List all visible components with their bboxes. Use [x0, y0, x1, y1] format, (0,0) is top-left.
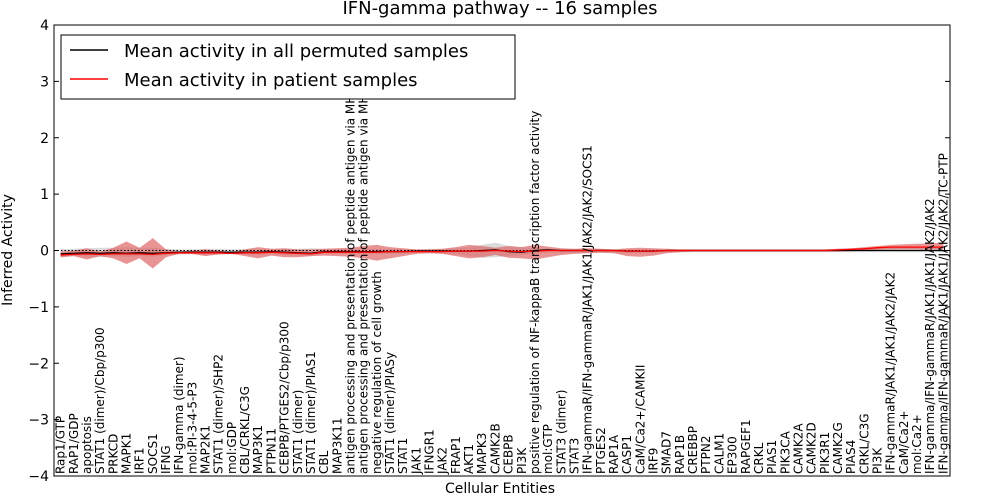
y-tick-label: 3 — [40, 74, 49, 90]
x-tick-label: IRF9 — [647, 448, 661, 474]
y-tick-label: −4 — [28, 469, 49, 485]
x-tick-label: antigen processing and presentation of p… — [344, 45, 358, 474]
band-patient-spread — [60, 238, 944, 269]
x-tick-label: CRKL/C3G — [857, 413, 871, 474]
x-tick-label: CAMK2G — [831, 422, 845, 474]
legend-label-permuted: Mean activity in all permuted samples — [124, 41, 468, 62]
x-tick-label: RAPGEF1 — [739, 419, 753, 474]
x-tick-label: PTPN2 — [699, 436, 713, 474]
x-tick-label: mol:GTP — [541, 424, 555, 474]
x-tick-label: SOCS1 — [146, 433, 160, 474]
x-tick-label: CBL/CRKL/C3G — [238, 386, 252, 474]
x-tick-label: JAK2 — [436, 447, 450, 475]
x-tick-label: STAT1 (dimer)/SHP2 — [212, 354, 226, 474]
x-tick-label: CRKL — [752, 442, 766, 474]
x-tick-label: antigen processing and presentation of p… — [357, 42, 371, 474]
y-tick-label: −1 — [28, 300, 49, 316]
y-tick-label: 0 — [40, 244, 49, 260]
x-tick-label: IFN-gamma/IFN-gammaR/JAK1/JAK1/JAK2/JAK2… — [936, 153, 950, 474]
plot-frame — [53, 24, 951, 477]
x-tick-label: mol:PI-3-4-5-P3 — [185, 382, 199, 474]
x-tick-label: MAP3K1 — [251, 425, 265, 474]
x-tick-label: IFNG — [159, 445, 173, 474]
chart-title: IFN-gamma pathway -- 16 samples — [342, 0, 657, 19]
y-axis-label: Inferred Activity — [0, 194, 16, 306]
x-tick-label: mol:Ca2+ — [910, 414, 924, 474]
x-tick-label: AKT1 — [462, 444, 476, 474]
x-tick-label: CAMK2B — [488, 423, 502, 474]
x-tick-label: MAPK3 — [475, 433, 489, 474]
x-tick-label: CAMK2A — [792, 423, 806, 474]
x-tick-label: PIAS4 — [844, 440, 858, 474]
x-tick-label: CEBPB/PTGES2/Cbp/p300 — [278, 321, 292, 474]
y-tick-label: 1 — [40, 187, 49, 203]
x-tick-label: STAT1 (dimer)/Cbp/p300 — [93, 327, 107, 474]
x-tick-label: CASP1 — [620, 435, 634, 474]
legend: Mean activity in all permuted samples Me… — [60, 34, 516, 100]
x-tick-label: MAP3K11 — [330, 417, 344, 474]
x-tick-label: positive regulation of NF-kappaB transcr… — [528, 111, 542, 474]
x-tick-label: Rap1/GTP — [54, 416, 68, 474]
legend-box — [60, 34, 516, 100]
y-tick-label: 4 — [40, 18, 49, 34]
x-tick-label: CBL — [317, 450, 331, 474]
x-tick-label: CaM/Ca2+/CAMKII — [633, 365, 647, 474]
x-tick-label: PI3K — [871, 447, 885, 474]
x-tick-label: CAMK2D — [805, 422, 819, 474]
x-tick-label: PIAS1 — [765, 440, 779, 474]
x-tick-label: PIK3R1 — [818, 432, 832, 474]
x-tick-label: RAP1B — [673, 435, 687, 474]
y-tick-label: 2 — [40, 131, 49, 147]
series-line-patient — [60, 246, 944, 256]
x-tick-label: MAPK1 — [120, 433, 134, 474]
y-tick-label: −2 — [28, 356, 49, 372]
x-tick-label: PTPN11 — [264, 428, 278, 474]
x-tick-label: CREBBP — [686, 426, 700, 474]
x-tick-label: STAT1 (dimer)/PIAS1 — [304, 351, 318, 474]
x-tick-label: IFN-gamma (dimer) — [172, 356, 186, 474]
x-tick-label: RAP1/GDP — [67, 413, 81, 474]
x-axis-label: Cellular Entities — [445, 481, 555, 497]
x-tick-label: IFN-gammaR/IFN-gammaR/JAK1/JAK1/JAK2/JAK… — [581, 145, 595, 474]
x-tick-label: CaM/Ca2+ — [897, 410, 911, 474]
x-tick-label: IFN-gammaR/JAK1/JAK1/JAK2/JAK2 — [884, 272, 898, 474]
x-tick-label: IRF1 — [133, 448, 147, 474]
x-tick-label: SMAD7 — [660, 431, 674, 474]
x-tick-label: PTGES2 — [594, 427, 608, 474]
x-tick-label: negative regulation of cell growth — [370, 271, 384, 474]
legend-label-patient: Mean activity in patient samples — [124, 70, 418, 91]
x-tick-label: STAT1 (dimer) — [291, 390, 305, 474]
x-tick-label: FRAP1 — [449, 436, 463, 474]
x-tick-label: PIK3CA — [778, 430, 792, 474]
x-tick-label: STAT1 — [396, 438, 410, 474]
x-tick-label: PI3K — [515, 447, 529, 474]
x-tick-label: mol:GDP — [225, 422, 239, 474]
x-tick-label: PRKCD — [106, 434, 120, 474]
x-tick-label: MAP2K1 — [199, 425, 213, 474]
x-tick-label: IFN-gamma/IFN-gammaR/JAK1/JAK1/JAK2/JAK2 — [923, 198, 937, 474]
x-tick-label: EP300 — [726, 436, 740, 474]
x-tick-label: JAK1 — [409, 447, 423, 475]
x-tick-label: CALM1 — [712, 433, 726, 474]
y-tick-label: −3 — [28, 413, 49, 429]
x-tick-label: STAT3 (dimer) — [554, 390, 568, 474]
x-tick-label: IFNGR1 — [423, 429, 437, 474]
x-tick-label: STAT1 (dimer)/PIASy — [383, 352, 397, 474]
x-tick-label: RAP1A — [607, 434, 621, 474]
x-tick-label: CEBPB — [502, 434, 516, 474]
x-tick-label: STAT3 — [568, 438, 582, 474]
x-tick-label: apoptosis — [80, 416, 94, 474]
